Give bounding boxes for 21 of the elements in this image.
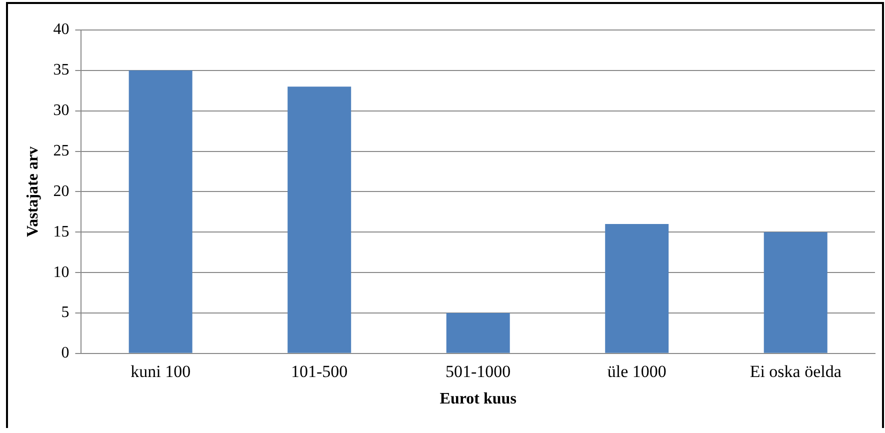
x-tick-label: 501-1000 <box>446 362 511 382</box>
x-tick-label: kuni 100 <box>130 362 191 382</box>
y-tick-label: 40 <box>53 21 70 38</box>
x-tick-label: 101-500 <box>291 362 348 382</box>
x-axis-title: Eurot kuus <box>440 390 516 408</box>
bar <box>764 232 828 353</box>
y-tick-label: 35 <box>53 62 70 79</box>
bar <box>288 86 352 353</box>
y-tick-label: 30 <box>53 102 70 120</box>
y-tick-label: 0 <box>61 344 70 362</box>
y-tick-label: 10 <box>53 264 70 281</box>
y-tick-label: 15 <box>53 223 70 240</box>
y-tick-label: 20 <box>53 182 70 200</box>
bar <box>128 70 192 353</box>
bar <box>446 312 510 353</box>
y-tick-label: 25 <box>53 142 70 160</box>
y-axis-title: Vastajate arv <box>24 146 42 237</box>
bar <box>605 224 669 353</box>
x-tick-label: üle 1000 <box>607 362 666 382</box>
y-tick-label: 5 <box>61 304 70 322</box>
x-tick-label: Ei oska öelda <box>750 362 842 382</box>
